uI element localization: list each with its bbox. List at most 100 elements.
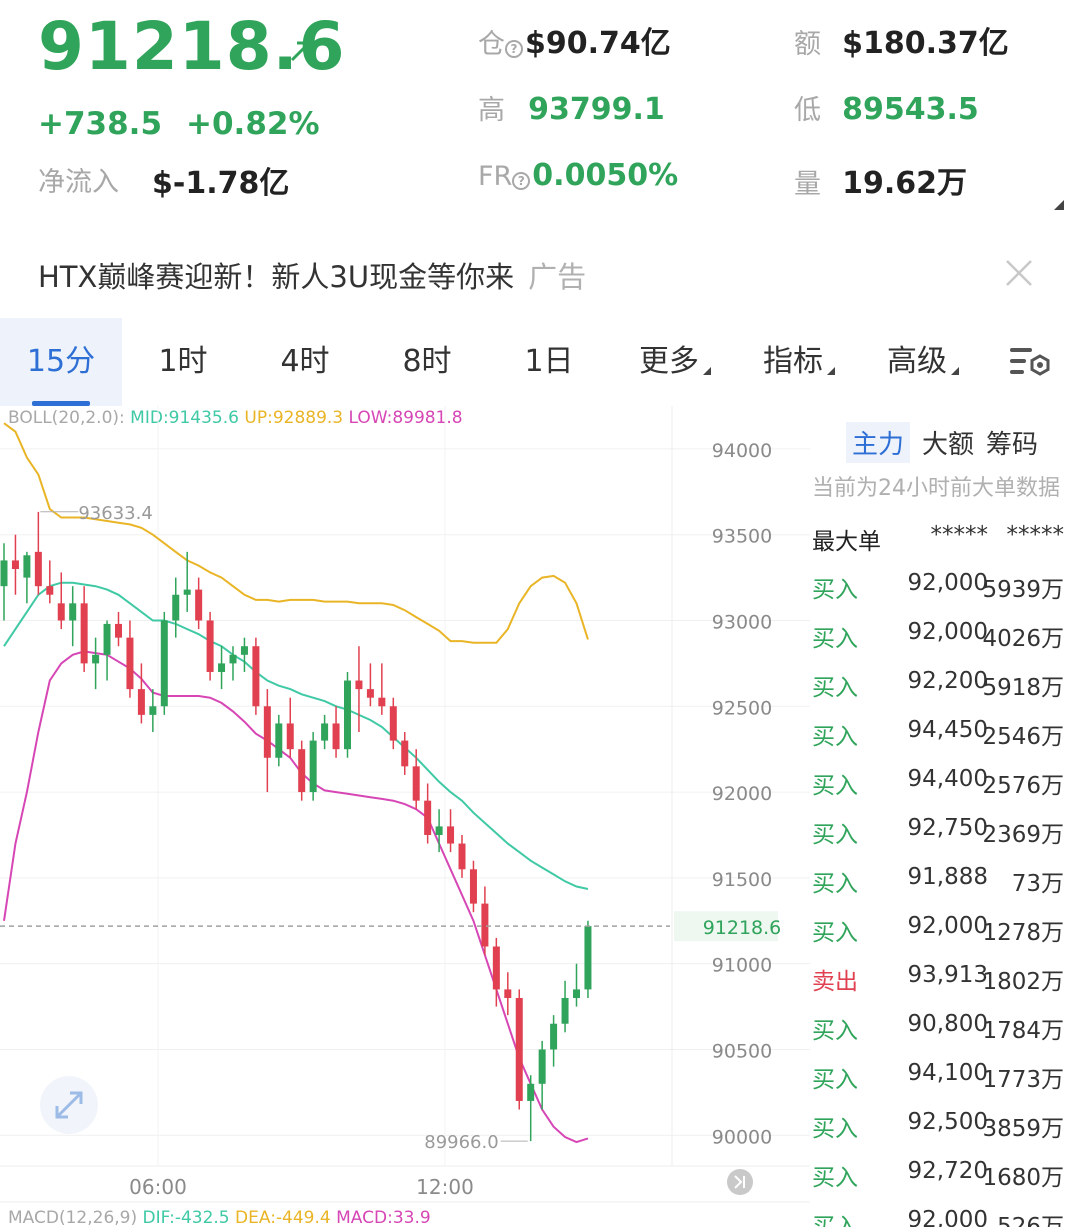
low-label: 低 bbox=[794, 95, 821, 126]
order-side: 买入 bbox=[812, 871, 858, 897]
close-icon[interactable] bbox=[1004, 258, 1034, 288]
current-price-tag-bg bbox=[674, 911, 778, 942]
large-order-row: 买入 92,720 1680万 bbox=[812, 1158, 1068, 1207]
tab-4h[interactable]: 4时 bbox=[280, 344, 330, 379]
order-amount: 526万 bbox=[997, 1214, 1064, 1227]
y-tick-label: 90500 bbox=[712, 1040, 772, 1062]
chart-settings-icon[interactable] bbox=[1008, 342, 1052, 382]
large-order-row: 买入 92,000 5939万 bbox=[812, 570, 1068, 619]
help-icon[interactable]: ? bbox=[505, 39, 523, 58]
candle bbox=[46, 560, 54, 604]
candlestick-chart[interactable]: 94000 93500 93000 92500 92000 91500 91000 90500… bbox=[0, 406, 810, 1227]
candle bbox=[172, 577, 180, 638]
candle bbox=[240, 637, 248, 672]
order-price: 92,750 bbox=[907, 815, 988, 841]
order-side: 买入 bbox=[812, 1165, 858, 1191]
high-price: 高 93799.1 bbox=[478, 88, 665, 127]
order-amount: 1802万 bbox=[982, 969, 1064, 995]
large-order-row: 买入 94,450 2546万 bbox=[812, 717, 1068, 766]
y-tick-label: 92500 bbox=[712, 697, 772, 719]
large-order-row: 买入 92,200 5918万 bbox=[812, 668, 1068, 717]
macd-name: MACD(12,26,9) bbox=[8, 1208, 138, 1227]
tab-8h[interactable]: 8时 bbox=[402, 344, 452, 379]
netflow-label: 净流入 bbox=[38, 167, 119, 198]
order-amount: 4026万 bbox=[982, 626, 1064, 652]
candle bbox=[332, 706, 340, 758]
rp-tab-chips[interactable]: 筹码 bbox=[986, 430, 1039, 460]
fullscreen-button[interactable] bbox=[40, 1076, 98, 1134]
fr-value: 0.0050% bbox=[532, 158, 679, 193]
tab-15m[interactable]: 15分 bbox=[0, 318, 122, 406]
large-order-row: 买入 92,000 4026万 bbox=[812, 619, 1068, 668]
low-value: 89543.5 bbox=[842, 92, 979, 127]
candle bbox=[412, 749, 420, 810]
current-price-tag: 91218.6 bbox=[703, 917, 782, 939]
tab-1h[interactable]: 1时 bbox=[158, 344, 208, 379]
candle bbox=[309, 732, 317, 801]
order-side: 卖出 bbox=[812, 969, 858, 995]
candle bbox=[550, 1015, 558, 1067]
x-tick-label: 12:00 bbox=[416, 1175, 474, 1199]
header-price: ***** bbox=[930, 522, 989, 548]
open-interest[interactable]: 仓? $90.74亿 bbox=[478, 18, 671, 62]
order-price: 93,913 bbox=[907, 962, 988, 988]
volume-value: 19.62万 bbox=[842, 166, 967, 201]
order-price: 90,800 bbox=[907, 1011, 988, 1037]
boll-mid: MID:91435.6 bbox=[130, 408, 239, 428]
netflow-value: $-1.78亿 bbox=[152, 166, 290, 201]
price-change: +738.5 bbox=[38, 106, 163, 142]
candle bbox=[126, 620, 134, 698]
funding-rate[interactable]: FR? 0.0050% bbox=[478, 158, 678, 193]
candle bbox=[115, 611, 122, 647]
order-amount: 5918万 bbox=[982, 675, 1064, 701]
volume-label: 量 bbox=[794, 169, 821, 200]
candle bbox=[389, 697, 397, 750]
order-price: 94,100 bbox=[907, 1060, 988, 1086]
tab-advanced[interactable]: 高级 bbox=[862, 318, 984, 406]
rp-tab-large[interactable]: 大额 bbox=[922, 430, 975, 460]
high-value: 93799.1 bbox=[528, 92, 665, 127]
dropdown-icon bbox=[703, 367, 711, 375]
help-icon[interactable]: ? bbox=[512, 171, 531, 190]
candle bbox=[183, 551, 191, 612]
tab-1d[interactable]: 1日 bbox=[524, 344, 574, 379]
min-price-label: 89966.0 bbox=[424, 1132, 498, 1153]
tab-indicators[interactable]: 指标 bbox=[738, 318, 860, 406]
boll-upper-line bbox=[3, 422, 589, 644]
candle bbox=[80, 586, 88, 672]
candle bbox=[447, 809, 455, 853]
macd-value: MACD:33.9 bbox=[336, 1208, 431, 1227]
candle bbox=[57, 572, 65, 630]
order-side: 买入 bbox=[812, 675, 858, 701]
rp-tab-main[interactable]: 主力 bbox=[846, 422, 911, 463]
order-amount: 2369万 bbox=[982, 822, 1064, 848]
tab-more[interactable]: 更多 bbox=[614, 318, 736, 406]
order-side: 买入 bbox=[812, 724, 858, 750]
candle bbox=[584, 920, 592, 998]
large-order-row: 买入 94,100 1773万 bbox=[812, 1060, 1068, 1109]
candle bbox=[195, 577, 203, 630]
order-price: 92,000 bbox=[907, 570, 988, 596]
dropdown-icon bbox=[827, 367, 835, 375]
ad-banner[interactable]: HTX巅峰赛迎新！新人3U现金等你来 广告 bbox=[38, 254, 586, 296]
candle bbox=[286, 697, 294, 758]
candle bbox=[561, 980, 569, 1033]
order-amount: 1680万 bbox=[982, 1165, 1064, 1191]
price-change-pct: +0.82% bbox=[186, 106, 320, 142]
ad-tag: 广告 bbox=[528, 260, 587, 294]
large-order-row: 买入 90,800 1784万 bbox=[812, 1011, 1068, 1060]
large-order-row: 买入 92,000 526万 bbox=[812, 1207, 1068, 1227]
order-side: 买入 bbox=[812, 773, 858, 799]
order-price: 92,720 bbox=[907, 1158, 988, 1184]
candle bbox=[481, 886, 489, 956]
candle bbox=[344, 671, 351, 758]
expand-corner-icon[interactable] bbox=[1054, 200, 1064, 210]
order-price: 92,200 bbox=[907, 668, 988, 694]
fr-label: FR bbox=[478, 161, 513, 192]
large-order-row: 买入 92,000 1278万 bbox=[812, 913, 1068, 962]
order-amount: 1773万 bbox=[982, 1067, 1064, 1093]
candle bbox=[378, 663, 386, 715]
candle bbox=[527, 1075, 535, 1142]
large-order-row: 买入 92,750 2369万 bbox=[812, 815, 1068, 864]
scroll-to-latest-icon[interactable] bbox=[727, 1169, 753, 1195]
